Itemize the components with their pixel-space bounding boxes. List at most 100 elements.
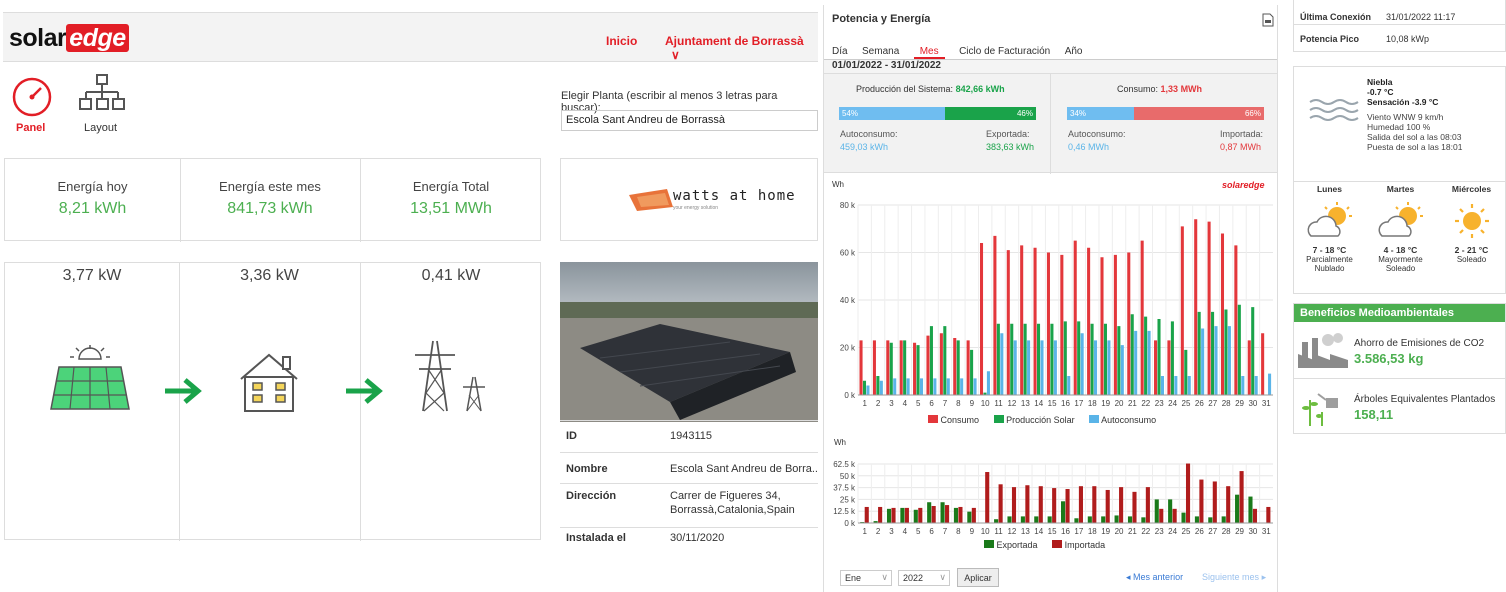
bar-importada[interactable] [1159,508,1164,523]
bar-autoconsumo[interactable] [1254,376,1258,395]
bar-consumo[interactable] [1100,257,1104,395]
bar-importada[interactable] [1172,508,1177,523]
next-month-link[interactable]: Siguiente mes ▸ [1202,572,1266,583]
bar-importada[interactable] [985,472,990,523]
bar-producción-solar[interactable] [903,340,907,395]
bar-exportada[interactable] [953,507,959,523]
bar-exportada[interactable] [1061,501,1066,523]
bar-importada[interactable] [1011,487,1017,523]
bar-importada[interactable] [904,507,909,523]
bar-autoconsumo[interactable] [1027,340,1031,395]
account-menu[interactable]: Ajuntament de Borrassà ∨ [665,34,818,62]
bar-importada[interactable] [1239,471,1244,523]
bar-consumo[interactable] [1140,240,1144,395]
bar-consumo[interactable] [1167,340,1171,395]
bar-consumo[interactable] [886,340,890,395]
bar-exportada[interactable] [886,508,892,523]
bar-autoconsumo[interactable] [1120,345,1124,395]
bar-autoconsumo[interactable] [1174,376,1178,395]
bar-consumo[interactable] [1020,245,1024,395]
bar-consumo[interactable] [1247,340,1251,395]
bar-exportada[interactable] [1194,516,1199,523]
bar-producción-solar[interactable] [970,349,974,395]
bar-autoconsumo[interactable] [1000,333,1004,395]
bar-autoconsumo[interactable] [1094,340,1098,395]
bar-producción-solar[interactable] [1130,314,1134,395]
bar-exportada[interactable] [913,509,918,523]
bar-producción-solar[interactable] [1224,309,1228,396]
bar-autoconsumo[interactable] [1268,373,1272,395]
solaredge-logo[interactable]: solar edge [9,24,129,53]
bar-importada[interactable] [1119,487,1124,523]
bar-consumo[interactable] [1006,250,1010,395]
bar-producción-solar[interactable] [1036,323,1041,395]
bar-autoconsumo[interactable] [919,378,924,395]
prev-month-link[interactable]: ◂ Mes anterior [1126,572,1183,583]
bar-producción-solar[interactable] [996,323,1000,395]
layout-nav-button[interactable]: Layout [78,73,128,134]
bar-exportada[interactable] [873,521,878,523]
bar-exportada[interactable] [940,502,945,523]
bar-exportada[interactable] [1087,516,1092,523]
bar-autoconsumo[interactable] [893,378,897,395]
bar-consumo[interactable] [1180,226,1184,395]
bar-importada[interactable] [878,506,883,523]
bar-autoconsumo[interactable] [973,378,977,395]
bar-consumo[interactable] [1033,247,1037,395]
bar-producción-solar[interactable] [1117,326,1121,395]
bar-importada[interactable] [1212,481,1217,523]
bar-consumo[interactable] [1194,219,1198,395]
bar-autoconsumo[interactable] [1214,326,1218,395]
bar-producción-solar[interactable] [1184,349,1188,395]
bar-importada[interactable] [1199,479,1204,523]
bar-importada[interactable] [1078,486,1083,523]
bar-autoconsumo[interactable] [933,378,937,395]
bar-autoconsumo[interactable] [946,378,950,395]
bar-producción-solar[interactable] [1197,311,1201,395]
bar-importada[interactable] [931,506,936,523]
bar-producción-solar[interactable] [876,376,880,395]
bar-exportada[interactable] [1034,516,1039,523]
bar-exportada[interactable] [1127,516,1133,523]
month-select[interactable]: Ene ∨ [840,570,892,586]
bar-consumo[interactable] [1207,221,1211,395]
bar-autoconsumo[interactable] [1187,376,1191,395]
bar-importada[interactable] [1092,486,1097,523]
bar-exportada[interactable] [1047,516,1052,523]
bar-exportada[interactable] [994,519,999,523]
bar-consumo[interactable] [872,340,876,395]
bar-autoconsumo[interactable] [879,380,883,395]
bar-exportada[interactable] [1181,512,1186,523]
bar-importada[interactable] [971,507,976,523]
bar-importada[interactable] [1052,488,1057,523]
tab-year[interactable]: Año [1064,46,1083,57]
bar-importada[interactable] [1145,487,1150,523]
bar-consumo[interactable] [993,235,997,395]
bar-autoconsumo[interactable] [1201,328,1205,396]
bar-consumo[interactable] [1113,254,1117,395]
bar-autoconsumo[interactable] [1053,340,1057,395]
bar-consumo[interactable] [1073,240,1077,395]
bar-exportada[interactable] [1208,517,1213,523]
bar-autoconsumo[interactable] [906,378,910,395]
bar-autoconsumo[interactable] [986,371,990,395]
tab-week[interactable]: Semana [862,46,900,57]
tab-day[interactable]: Día [832,46,848,57]
bar-producción-solar[interactable] [983,392,987,395]
bar-importada[interactable] [1105,489,1110,523]
bar-producción-solar[interactable] [943,326,947,395]
bar-producción-solar[interactable] [1063,321,1067,395]
bar-autoconsumo[interactable] [866,385,870,396]
bar-producción-solar[interactable] [1251,307,1255,395]
plant-search-input[interactable]: Escola Sant Andreu de Borrassà [561,110,818,131]
bar-autoconsumo[interactable] [1107,340,1111,395]
bar-producción-solar[interactable] [1237,304,1241,395]
panel-nav-button[interactable]: Panel [8,73,58,134]
bar-consumo[interactable] [1087,247,1091,395]
bar-importada[interactable] [1065,489,1070,523]
bar-importada[interactable] [864,506,869,523]
bar-producción-solar[interactable] [1023,323,1027,395]
tab-billing-cycle[interactable]: Ciclo de Facturación [959,46,1051,57]
bar-consumo[interactable] [913,342,917,395]
bar-consumo[interactable] [966,340,970,395]
